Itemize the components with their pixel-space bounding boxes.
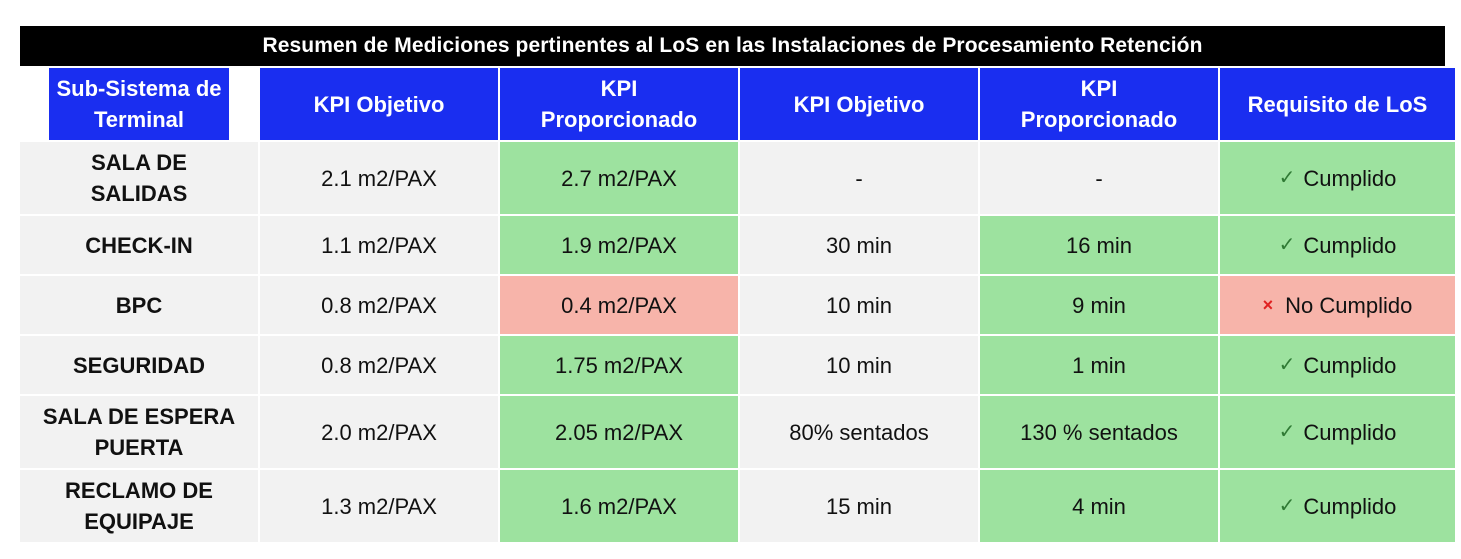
header-kpi-proporcionado-2: KPI Proporcionado [980,68,1218,140]
row-kpi-objetivo-2: 80% sentados [740,396,978,468]
row-status: × No Cumplido [1220,276,1455,334]
status-label: Cumplido [1303,352,1397,378]
row-kpi-objetivo-1: 1.1 m2/PAX [260,216,498,274]
row-kpi-objetivo-1: 0.8 m2/PAX [260,336,498,394]
check-icon: ✓ [1278,233,1296,256]
row-kpi-objetivo-2: 30 min [740,216,978,274]
row-kpi-proporcionado-1: 0.4 m2/PAX [500,276,738,334]
header-kpi-objetivo-1: KPI Objetivo [260,68,498,140]
status-label: Cumplido [1303,232,1397,258]
row-kpi-proporcionado-1: 1.9 m2/PAX [500,216,738,274]
row-kpi-objetivo-2: 10 min [740,276,978,334]
row-subsystem: CHECK-IN [20,216,258,274]
row-kpi-proporcionado-1: 2.7 m2/PAX [500,142,738,214]
status-label: No Cumplido [1285,292,1413,318]
row-kpi-objetivo-1: 2.1 m2/PAX [260,142,498,214]
table-grid: Sub-Sistema de Terminal KPI Objetivo KPI… [20,68,1455,542]
row-kpi-proporcionado-2: 4 min [980,470,1218,542]
status-label: Cumplido [1303,165,1397,191]
row-status: ✓ Cumplido [1220,396,1455,468]
status-label: Cumplido [1303,493,1397,519]
row-kpi-proporcionado-2: 130 % sentados [980,396,1218,468]
header-kpi-proporcionado-1: KPI Proporcionado [500,68,738,140]
row-kpi-proporcionado-2: - [980,142,1218,214]
row-kpi-proporcionado-2: 9 min [980,276,1218,334]
row-kpi-objetivo-1: 0.8 m2/PAX [260,276,498,334]
row-kpi-objetivo-2: - [740,142,978,214]
row-subsystem: RECLAMO DE EQUIPAJE [20,470,258,542]
row-kpi-proporcionado-2: 16 min [980,216,1218,274]
row-status: ✓ Cumplido [1220,336,1455,394]
header-subsystem: Sub-Sistema de Terminal [49,68,229,140]
check-icon: ✓ [1278,166,1296,189]
row-kpi-proporcionado-1: 1.75 m2/PAX [500,336,738,394]
status-label: Cumplido [1303,419,1397,445]
row-status: ✓ Cumplido [1220,470,1455,542]
header-requisito-los: Requisito de LoS [1220,68,1455,140]
row-kpi-proporcionado-2: 1 min [980,336,1218,394]
row-kpi-proporcionado-1: 1.6 m2/PAX [500,470,738,542]
row-status: ✓ Cumplido [1220,216,1455,274]
row-subsystem: SALA DE ESPERA PUERTA [20,396,258,468]
row-kpi-objetivo-2: 10 min [740,336,978,394]
check-icon: ✓ [1278,494,1296,517]
table-title: Resumen de Mediciones pertinentes al LoS… [20,26,1445,66]
cross-icon: × [1262,294,1274,315]
row-subsystem: SEGURIDAD [20,336,258,394]
row-kpi-proporcionado-1: 2.05 m2/PAX [500,396,738,468]
los-summary-table: Resumen de Mediciones pertinentes al LoS… [20,26,1455,542]
header-kpi-objetivo-2: KPI Objetivo [740,68,978,140]
row-subsystem: BPC [20,276,258,334]
row-kpi-objetivo-1: 2.0 m2/PAX [260,396,498,468]
row-kpi-objetivo-1: 1.3 m2/PAX [260,470,498,542]
row-status: ✓ Cumplido [1220,142,1455,214]
row-subsystem: SALA DE SALIDAS [20,142,258,214]
check-icon: ✓ [1278,353,1296,376]
check-icon: ✓ [1278,420,1296,443]
row-kpi-objetivo-2: 15 min [740,470,978,542]
